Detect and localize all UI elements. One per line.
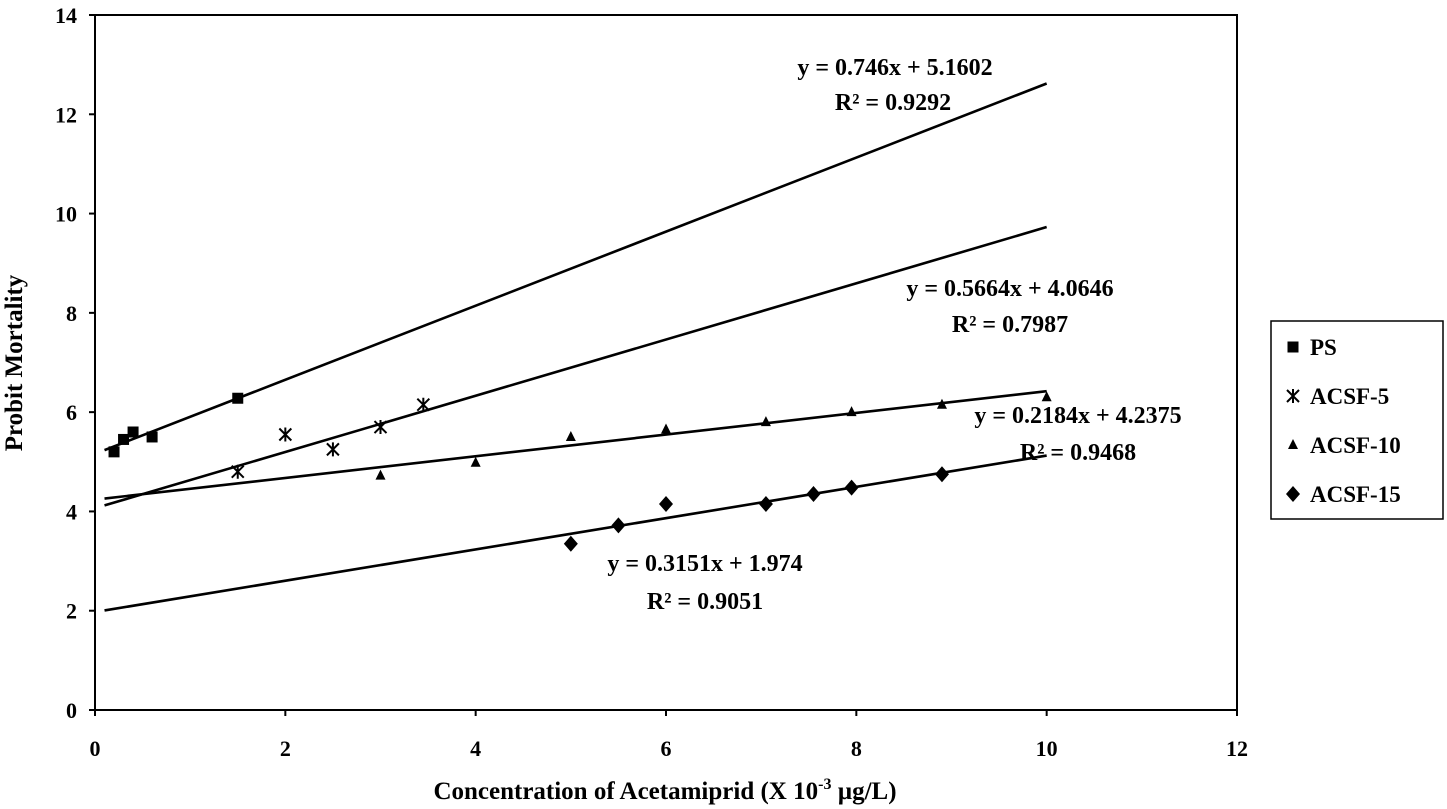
r2-acsf5: R² = 0.7987 (952, 312, 1068, 338)
data-point-acsf-15 (806, 486, 821, 503)
data-point-acsf-10 (470, 456, 481, 467)
y-tick-label: 12 (55, 102, 77, 127)
x-tick-label: 4 (470, 736, 481, 761)
x-tick-label: 8 (851, 736, 862, 761)
r2-acsf10: R² = 0.9468 (1020, 440, 1136, 466)
x-tick-label: 2 (280, 736, 291, 761)
x-tick-label: 12 (1226, 736, 1248, 761)
r2-acsf15: R² = 0.9051 (647, 589, 763, 615)
x-tick-label: 0 (90, 736, 101, 761)
legend-label-acsf-10: ACSF-10 (1310, 433, 1401, 458)
data-point-ps (118, 433, 130, 445)
x-axis-label-exponent: -3 (818, 776, 831, 793)
data-point-acsf-15 (934, 466, 949, 483)
x-axis-label: Concentration of Acetamiprid (X 10-3 µg/… (433, 776, 896, 805)
trendline-acsf-15 (104, 454, 1047, 612)
trendlines (104, 82, 1048, 612)
trendline-acsf-10 (104, 389, 1047, 500)
r2-ps: R² = 0.9292 (835, 90, 951, 116)
x-tick-label: 6 (661, 736, 672, 761)
data-point-acsf-10 (661, 423, 671, 434)
equation-ps: y = 0.746x + 5.1602 (797, 55, 992, 81)
equation-acsf15: y = 0.3151x + 1.974 (607, 551, 802, 577)
data-point-acsf-10 (936, 398, 947, 409)
y-tick-label: 8 (66, 301, 77, 326)
legend-marker-acsf-15 (1286, 486, 1300, 502)
equation-acsf5: y = 0.5664x + 4.0646 (906, 276, 1113, 302)
x-tick-label: 10 (1036, 736, 1058, 761)
x-axis-label-unit: µg/L) (831, 778, 896, 805)
legend-label-acsf-5: ACSF-5 (1310, 384, 1389, 409)
legend-box (1270, 320, 1444, 520)
data-point-acsf-15 (758, 495, 773, 512)
x-axis-label-main: Concentration of Acetamiprid (X 10 (433, 778, 818, 805)
data-point-acsf-5 (231, 464, 245, 479)
data-point-acsf-15 (659, 495, 673, 512)
data-point-acsf-15 (611, 517, 626, 534)
y-tick-label: 6 (66, 400, 77, 425)
data-point-ps (232, 392, 244, 404)
legend-label-acsf-15: ACSF-15 (1310, 482, 1401, 507)
data-point-acsf-10 (375, 469, 386, 480)
legend-label-ps: PS (1310, 335, 1337, 360)
legend: PS ACSF-5 ACSF-10 ACSF-15 (1270, 320, 1444, 520)
data-point-acsf-10 (565, 430, 576, 441)
data-point-acsf-10 (846, 406, 857, 417)
y-tick-label: 4 (66, 499, 77, 524)
legend-marker-ps (1287, 341, 1299, 353)
data-point-acsf-15 (563, 535, 578, 552)
plot-area: 0 2 4 6 8 10 12 14 0 2 4 6 8 10 12 (55, 3, 1248, 761)
data-point-acsf-5 (278, 427, 293, 442)
data-point-ps (108, 446, 120, 458)
y-axis-label: Probit Mortality (1, 274, 28, 451)
y-tick-label: 14 (55, 3, 77, 28)
data-point-acsf-5 (373, 420, 388, 435)
y-tick-label: 0 (66, 698, 77, 723)
markers (108, 391, 1052, 552)
data-point-ps (146, 431, 158, 443)
trendline-ps (104, 82, 1048, 452)
data-point-acsf-5 (416, 397, 431, 412)
y-tick-label: 10 (55, 202, 77, 227)
legend-marker-acsf-5 (1286, 389, 1300, 403)
data-point-ps (127, 426, 139, 438)
y-tick-label: 2 (66, 599, 77, 624)
legend-marker-acsf-10 (1288, 439, 1298, 449)
data-point-acsf-5 (326, 442, 340, 457)
data-point-acsf-10 (760, 416, 771, 427)
trendline-acsf-5 (104, 225, 1048, 507)
equation-acsf10: y = 0.2184x + 4.2375 (974, 403, 1181, 429)
data-point-acsf-15 (844, 479, 859, 496)
data-point-acsf-10 (1041, 391, 1052, 402)
